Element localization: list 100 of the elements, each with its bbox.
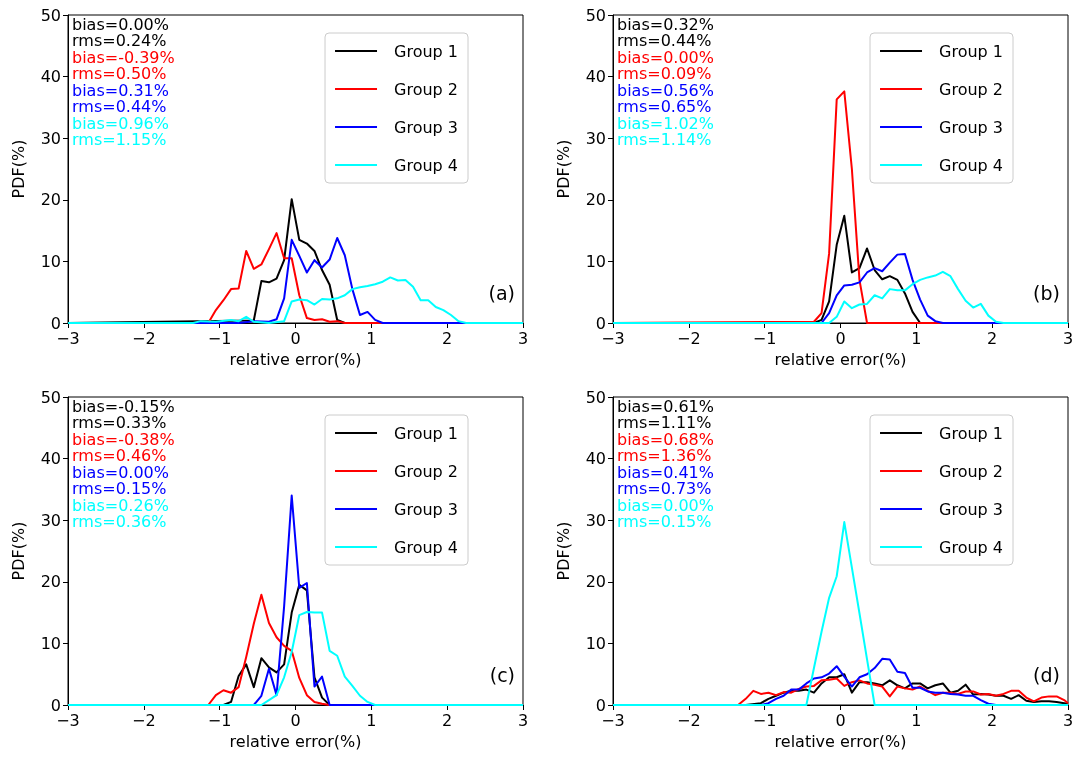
- y-tick-label: 50: [585, 387, 606, 407]
- legend-label: Group 1: [394, 41, 459, 61]
- annotation: bias=0.00%: [617, 47, 714, 67]
- x-tick-label: −1: [207, 328, 232, 348]
- annotation: rms=0.44%: [617, 31, 712, 50]
- x-tick-label: 1: [366, 710, 377, 730]
- legend-label: Group 1: [939, 423, 1004, 443]
- annotation: bias=-0.15%: [72, 396, 175, 416]
- y-tick-label: 20: [585, 190, 606, 210]
- legend-label: Group 4: [939, 537, 1004, 557]
- x-tick-label: 0: [290, 328, 301, 348]
- y-tick-label: 10: [585, 633, 606, 653]
- annotation: (c): [489, 663, 516, 686]
- x-tick-label: 0: [290, 710, 301, 730]
- annotation: bias=0.68%: [617, 429, 714, 449]
- annotation: bias=1.02%: [617, 113, 714, 133]
- legend-label: Group 4: [394, 537, 459, 557]
- annotation: rms=0.36%: [72, 512, 167, 531]
- x-tick-label: −2: [677, 328, 701, 348]
- x-axis-title: relative error(%): [229, 731, 362, 751]
- x-tick-label: 2: [987, 710, 998, 730]
- legend-label: Group 3: [394, 117, 459, 137]
- y-tick-label: 10: [40, 633, 61, 653]
- annotation: bias=0.61%: [617, 396, 714, 416]
- y-tick-label: 40: [40, 449, 61, 469]
- y-tick-label: 10: [40, 251, 61, 271]
- y-tick-label: 30: [40, 510, 61, 530]
- annotation: (d): [1033, 663, 1060, 686]
- annotation: bias=0.32%: [617, 14, 714, 34]
- legend-label: Group 3: [394, 499, 459, 519]
- legend-label: Group 1: [939, 41, 1004, 61]
- y-axis-title: PDF(%): [553, 139, 573, 199]
- annotation: bias=0.31%: [72, 80, 169, 100]
- x-tick-label: 1: [911, 710, 922, 730]
- x-tick-label: 1: [366, 328, 377, 348]
- x-tick-label: 2: [442, 710, 453, 730]
- x-tick-label: 0: [835, 710, 846, 730]
- annotation: rms=0.15%: [617, 512, 712, 531]
- legend-label: Group 2: [394, 79, 459, 99]
- y-tick-label: 30: [585, 128, 606, 148]
- legend-label: Group 2: [394, 461, 459, 481]
- y-tick-label: 40: [585, 67, 606, 87]
- annotation: rms=0.33%: [72, 413, 167, 432]
- x-tick-label: −1: [752, 710, 777, 730]
- annotation: bias=0.00%: [72, 462, 169, 482]
- x-tick-label: 3: [1062, 710, 1074, 730]
- x-tick-label: 3: [1062, 328, 1074, 348]
- annotation: rms=1.36%: [617, 446, 712, 465]
- legend-label: Group 1: [394, 423, 459, 443]
- annotation: rms=1.15%: [72, 130, 167, 149]
- annotation: bias=0.00%: [72, 14, 169, 34]
- y-axis-title: PDF(%): [553, 521, 573, 581]
- y-tick-label: 50: [40, 5, 61, 25]
- annotation: bias=-0.39%: [72, 47, 175, 67]
- y-tick-label: 20: [585, 572, 606, 592]
- y-tick-label: 50: [585, 5, 606, 25]
- annotation: bias=-0.38%: [72, 429, 175, 449]
- x-tick-label: −2: [132, 328, 156, 348]
- annotation: bias=0.56%: [617, 80, 714, 100]
- legend-label: Group 2: [939, 79, 1004, 99]
- annotation: (b): [1033, 281, 1060, 304]
- y-tick-label: 40: [40, 67, 61, 87]
- y-axis-title: PDF(%): [8, 139, 28, 199]
- x-tick-label: −1: [207, 710, 232, 730]
- x-tick-label: 0: [835, 328, 846, 348]
- legend-label: Group 2: [939, 461, 1004, 481]
- y-tick-label: 20: [40, 190, 61, 210]
- x-axis-title: relative error(%): [774, 349, 907, 369]
- legend-label: Group 3: [939, 117, 1004, 137]
- annotation: rms=0.65%: [617, 97, 712, 116]
- y-tick-label: 10: [585, 251, 606, 271]
- y-tick-label: 40: [585, 449, 606, 469]
- x-tick-label: −2: [132, 710, 156, 730]
- annotation: bias=0.41%: [617, 462, 714, 482]
- annotation: (a): [488, 281, 515, 304]
- x-tick-label: −1: [752, 328, 777, 348]
- y-axis-title: PDF(%): [8, 521, 28, 581]
- x-tick-label: 1: [911, 328, 922, 348]
- y-tick-label: 50: [40, 387, 61, 407]
- y-tick-label: 30: [585, 510, 606, 530]
- annotation: rms=0.09%: [617, 64, 712, 83]
- legend-label: Group 4: [394, 155, 459, 175]
- x-tick-label: 2: [442, 328, 453, 348]
- x-tick-label: 3: [517, 710, 529, 730]
- x-tick-label: 2: [987, 328, 998, 348]
- annotation: rms=0.15%: [72, 479, 167, 498]
- annotation: rms=0.44%: [72, 97, 167, 116]
- annotation: rms=1.11%: [617, 413, 712, 432]
- annotation: bias=0.00%: [617, 495, 714, 515]
- x-axis-title: relative error(%): [229, 349, 362, 369]
- annotation: rms=1.14%: [617, 130, 712, 149]
- annotation: bias=0.96%: [72, 113, 169, 133]
- annotation: rms=0.46%: [72, 446, 167, 465]
- x-tick-label: 3: [517, 328, 529, 348]
- annotation: bias=0.26%: [72, 495, 169, 515]
- y-tick-label: 20: [40, 572, 61, 592]
- annotation: rms=0.24%: [72, 31, 167, 50]
- annotation: rms=0.73%: [617, 479, 712, 498]
- annotation: rms=0.50%: [72, 64, 167, 83]
- legend-label: Group 4: [939, 155, 1004, 175]
